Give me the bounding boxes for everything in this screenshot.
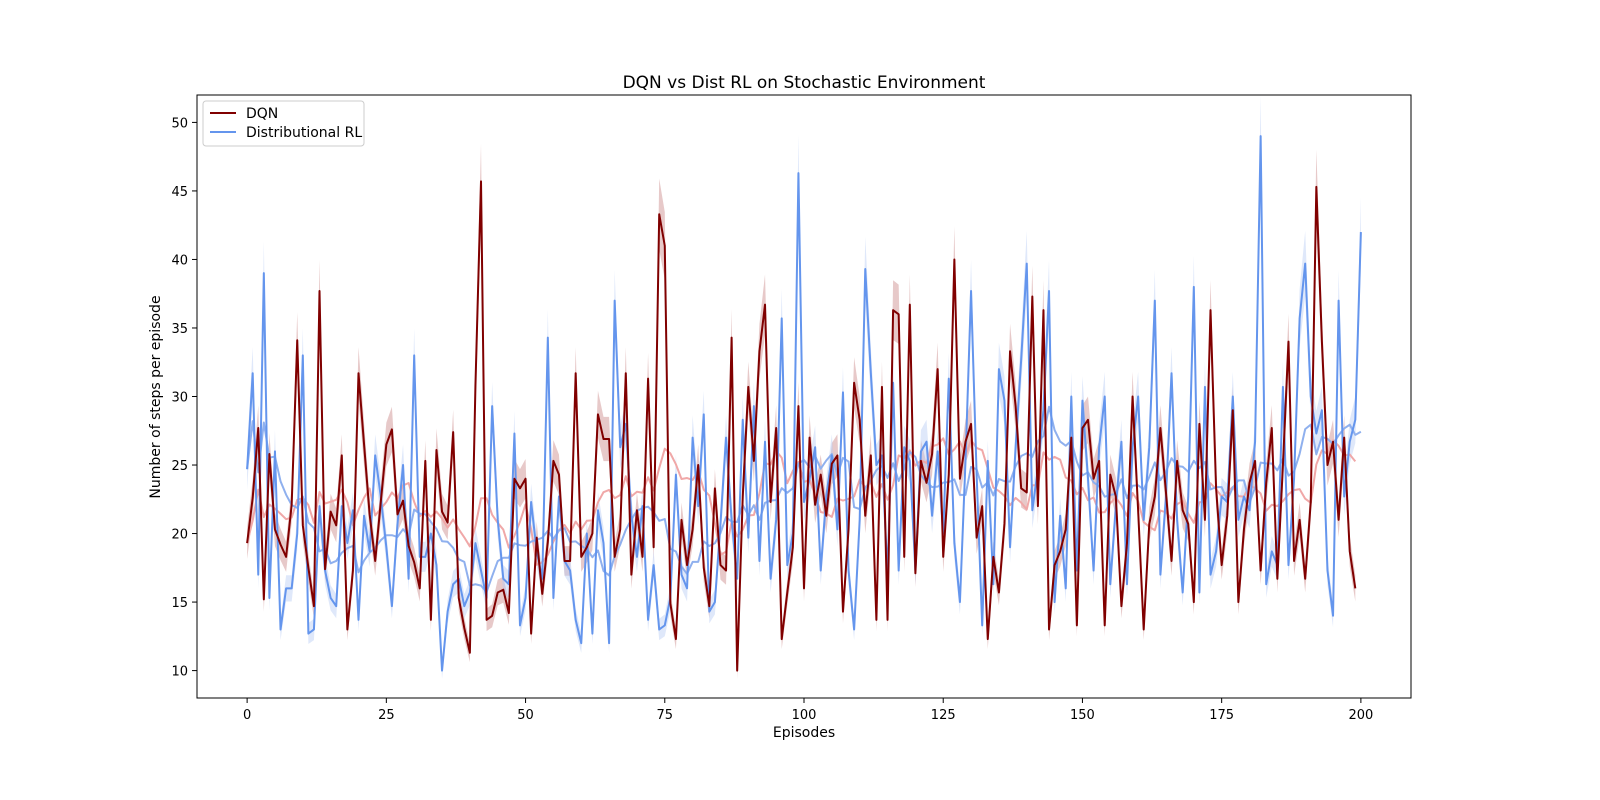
y-axis-label: Number of steps per episode xyxy=(148,295,164,498)
y-tick-label: 10 xyxy=(171,665,188,680)
chart-title: DQN vs Dist RL on Stochastic Environment xyxy=(623,73,986,93)
legend-label-distributional-rl: Distributional RL xyxy=(246,125,362,141)
series-line-dqn xyxy=(246,180,1357,672)
x-axis-label: Episodes xyxy=(773,725,835,741)
y-tick-label: 50 xyxy=(171,116,188,131)
legend-box xyxy=(202,100,365,147)
legend-label-dqn: DQN xyxy=(246,106,278,122)
y-tick-label: 40 xyxy=(171,253,188,268)
x-tick-label: 100 xyxy=(792,708,817,723)
x-tick-label: 0 xyxy=(243,708,251,723)
y-tick-label: 30 xyxy=(171,391,188,406)
x-tick-label: 200 xyxy=(1348,708,1373,723)
y-tick-label: 35 xyxy=(171,322,188,337)
y-tick-label: 25 xyxy=(171,459,188,474)
x-tick-label: 175 xyxy=(1209,708,1234,723)
legend: DQN Distributional RL xyxy=(202,100,365,147)
x-tick-label: 25 xyxy=(378,708,395,723)
x-tick-label: 75 xyxy=(657,708,674,723)
x-tick-label: 150 xyxy=(1070,708,1095,723)
y-tick-label: 45 xyxy=(171,185,188,200)
y-axis: 10 15 20 25 30 35 40 45 50 xyxy=(171,116,197,680)
x-axis: 0 25 50 75 100 125 150 175 200 xyxy=(243,698,1373,723)
x-tick-label: 50 xyxy=(517,708,534,723)
plot-area xyxy=(246,95,1362,679)
y-tick-label: 20 xyxy=(171,528,188,543)
y-tick-label: 15 xyxy=(171,596,188,611)
x-tick-label: 125 xyxy=(931,708,956,723)
